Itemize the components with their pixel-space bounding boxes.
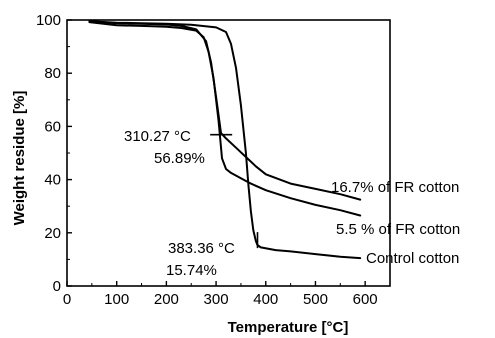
- series-label-fr-5-5: 5.5 % of FR cotton: [336, 221, 460, 238]
- x-tick-label: 300: [204, 291, 229, 308]
- annotation-temp-2: 383.36 °C: [168, 240, 235, 257]
- y-tick-label: 100: [36, 12, 61, 29]
- y-tick-label: 20: [44, 225, 61, 242]
- y-tick-label: 80: [44, 65, 61, 82]
- series-line-1: [88, 21, 362, 217]
- series-line-0: [88, 20, 362, 201]
- series-lines: [88, 20, 362, 260]
- x-tick-label: 100: [104, 291, 129, 308]
- x-axis-title: Temperature [°C]: [228, 319, 349, 336]
- x-tick-label: 400: [253, 291, 278, 308]
- series-label-fr-16-7: 16.7% of FR cotton: [331, 179, 459, 196]
- series-label-control: Control cotton: [366, 250, 459, 267]
- series-line-2: [88, 20, 362, 260]
- x-tick-label: 600: [353, 291, 378, 308]
- y-tick-label: 40: [44, 172, 61, 189]
- annotation-value-1: 56.89%: [154, 150, 205, 167]
- x-ticks: 0 100 200 300 400 500 600: [63, 281, 378, 308]
- y-tick-label: 60: [44, 118, 61, 135]
- y-axis-title: Weight residue [%]: [11, 91, 28, 226]
- x-tick-label: 0: [63, 291, 71, 308]
- x-tick-label: 500: [303, 291, 328, 308]
- x-tick-label: 200: [154, 291, 179, 308]
- annotation-temp-1: 310.27 °C: [124, 128, 191, 145]
- plot-frame: [66, 19, 391, 287]
- annotation-value-2: 15.74%: [166, 262, 217, 279]
- annotation-markers: [210, 133, 259, 249]
- y-tick-label: 0: [53, 278, 61, 295]
